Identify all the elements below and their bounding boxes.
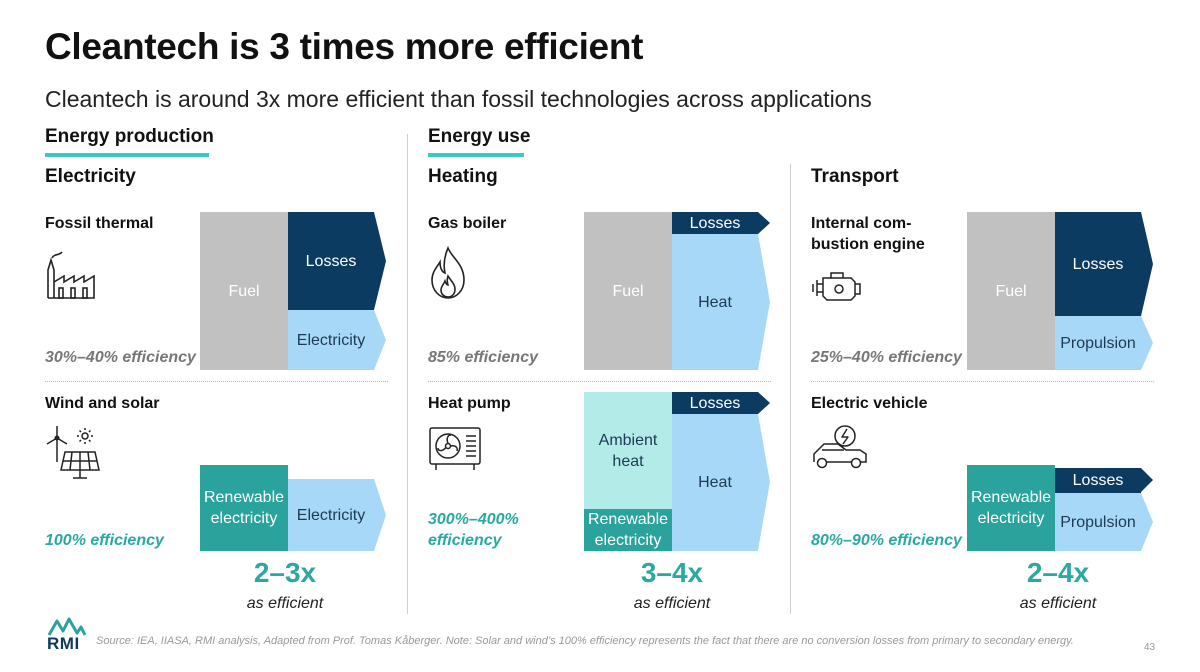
column-heading-heating: Heating — [428, 166, 498, 187]
ev-propulsion-arrow — [1141, 493, 1153, 551]
column-heading-electricity: Electricity — [45, 166, 136, 187]
electricity-multiplier: 2–3x — [253, 557, 317, 588]
heat-pump-heat-block: Heat — [672, 414, 758, 551]
column-divider-2 — [790, 164, 791, 614]
heating-multiplier: 3–4x — [640, 557, 704, 588]
ev-renewable-block: Renewable electricity — [967, 465, 1055, 551]
ev-efficiency: 80%–90% efficiency — [811, 532, 962, 549]
ice-propulsion-block: Propulsion — [1055, 316, 1141, 370]
ev-propulsion-block: Propulsion — [1055, 493, 1141, 551]
wind-solar-efficiency: 100% efficiency — [45, 532, 164, 549]
gas-boiler-losses-block: Losses — [672, 212, 758, 234]
rmi-logo-icon — [47, 617, 87, 637]
ev-losses-block: Losses — [1055, 468, 1141, 493]
transport-multiplier-note: as efficient — [1019, 595, 1097, 612]
fossil-thermal-electricity-block: Electricity — [288, 310, 374, 370]
section-heading-production: Energy production — [45, 126, 214, 147]
section-underline-use — [428, 153, 524, 157]
fossil-thermal-electricity-arrow — [374, 310, 386, 370]
fossil-thermal-fuel-block: Fuel — [200, 212, 288, 370]
heat-pump-icon — [428, 426, 482, 472]
column-divider-1 — [407, 134, 408, 614]
engine-icon — [811, 270, 863, 304]
section-heading-use: Energy use — [428, 126, 531, 147]
heat-pump-ambient-block: Ambient heat — [584, 392, 672, 509]
transport-multiplier: 2–4x — [1026, 557, 1090, 588]
fossil-thermal-losses-arrow — [374, 212, 386, 310]
row-divider-heating — [428, 381, 771, 382]
heat-pump-losses-block: Losses — [672, 392, 758, 414]
ice-label: Internal com- bustion engine — [811, 215, 925, 253]
heating-multiplier-note: as efficient — [633, 595, 711, 612]
factory-icon — [45, 248, 97, 300]
source-note: Source: IEA, IIASA, RMI analysis, Adapte… — [96, 635, 1074, 647]
fossil-thermal-label: Fossil thermal — [45, 215, 154, 232]
electric-car-icon — [810, 424, 870, 472]
gas-boiler-losses-arrow — [758, 212, 770, 234]
ice-efficiency: 25%–40% efficiency — [811, 349, 962, 366]
gas-boiler-fuel-block: Fuel — [584, 212, 672, 370]
row-divider-electricity — [45, 381, 388, 382]
heat-pump-label: Heat pump — [428, 395, 511, 412]
page-subtitle: Cleantech is around 3x more efficient th… — [45, 86, 872, 112]
fossil-thermal-efficiency: 30%–40% efficiency — [45, 349, 196, 366]
ice-losses-arrow — [1141, 212, 1153, 316]
ev-label: Electric vehicle — [811, 395, 928, 412]
heat-pump-losses-arrow — [758, 392, 770, 414]
rmi-logo-text: RMI — [47, 634, 80, 653]
wind-solar-electricity-arrow — [374, 479, 386, 551]
section-underline-production — [45, 153, 209, 157]
ice-propulsion-arrow — [1141, 316, 1153, 370]
wind-solar-label: Wind and solar — [45, 395, 160, 412]
ice-fuel-block: Fuel — [967, 212, 1055, 370]
gas-boiler-heat-arrow — [758, 234, 770, 370]
heat-pump-heat-arrow — [758, 414, 770, 550]
wind-solar-icon — [45, 424, 101, 482]
ice-losses-block: Losses — [1055, 212, 1141, 316]
fossil-thermal-losses-block: Losses — [288, 212, 374, 310]
electricity-multiplier-note: as efficient — [246, 595, 324, 612]
gas-boiler-label: Gas boiler — [428, 215, 507, 232]
heat-pump-renewable-block: Renewable electricity — [584, 509, 672, 551]
row-divider-transport — [811, 381, 1154, 382]
heat-pump-efficiency: 300%–400% efficiency — [428, 511, 519, 549]
wind-solar-renewable-block: Renewable electricity — [200, 465, 288, 551]
gas-boiler-efficiency: 85% efficiency — [428, 349, 538, 366]
gas-boiler-heat-block: Heat — [672, 234, 758, 370]
page-number: 43 — [1144, 642, 1156, 653]
ev-losses-arrow — [1141, 468, 1153, 492]
page-title: Cleantech is 3 times more efficient — [45, 26, 644, 67]
column-heading-transport: Transport — [811, 166, 899, 187]
flame-icon — [428, 246, 468, 300]
wind-solar-electricity-block: Electricity — [288, 479, 374, 551]
